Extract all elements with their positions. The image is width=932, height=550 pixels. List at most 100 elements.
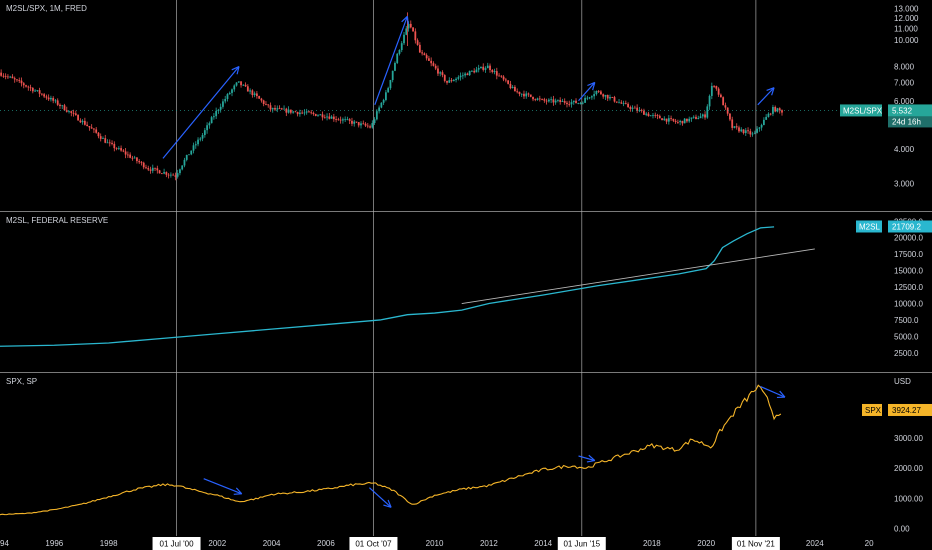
candle-body xyxy=(7,76,9,78)
m2sl-line xyxy=(0,226,775,347)
spx-pane-title: SPX, SP xyxy=(6,377,38,386)
y-tick-label: 10.000 xyxy=(894,36,919,45)
x-tick-label: 2010 xyxy=(426,539,444,548)
candle-body xyxy=(115,148,118,149)
candle-body xyxy=(486,65,489,69)
candle-body xyxy=(568,104,571,105)
candle-body xyxy=(231,89,233,93)
candle-body xyxy=(129,154,132,158)
candle-body xyxy=(208,123,211,126)
candle-body xyxy=(482,66,485,70)
marker-date-badge xyxy=(349,537,398,550)
candle-body xyxy=(303,112,306,114)
y-tick-label: 20000.0 xyxy=(894,234,923,243)
candle-body xyxy=(652,114,654,116)
candle-body xyxy=(190,150,193,155)
marker-date-label: 01 Jun '15 xyxy=(563,540,600,549)
candle-body xyxy=(138,161,141,163)
candle-body xyxy=(622,103,625,104)
x-tick-label: 2002 xyxy=(208,539,226,548)
candle-body xyxy=(156,168,159,171)
candle-body xyxy=(145,167,147,169)
candle-body xyxy=(179,169,181,174)
candle-body xyxy=(581,102,584,104)
candle-body xyxy=(11,76,14,79)
candle-body xyxy=(448,80,451,83)
candle-body xyxy=(219,106,222,110)
candle-body xyxy=(735,126,738,128)
candle-body xyxy=(532,96,534,100)
candle-body xyxy=(534,99,537,101)
candle-body xyxy=(222,101,224,107)
candle-body xyxy=(22,83,25,86)
y-tick-label: 1000.00 xyxy=(894,494,923,503)
candle-body xyxy=(0,72,3,76)
y-tick-label: 12.000 xyxy=(894,14,919,23)
candle-body xyxy=(126,154,129,156)
candle-body xyxy=(511,86,514,89)
candle-body xyxy=(740,129,743,132)
candle-body xyxy=(717,88,720,95)
candle-body xyxy=(88,126,91,128)
candle-body xyxy=(686,118,688,122)
candle-body xyxy=(520,93,523,95)
candle-body xyxy=(201,135,204,139)
candle-body xyxy=(210,117,213,124)
candle-body xyxy=(403,34,405,44)
candle-body xyxy=(380,102,383,108)
candle-body xyxy=(326,116,328,118)
candle-body xyxy=(183,159,186,166)
x-tick-label: 1994 xyxy=(0,539,9,548)
candle-body xyxy=(446,80,448,83)
candle-body xyxy=(418,44,421,53)
candle-body xyxy=(409,23,412,28)
candle-body xyxy=(346,119,349,121)
candle-body xyxy=(40,93,43,95)
candle-body xyxy=(747,130,749,132)
x-tick-label: 2012 xyxy=(480,539,498,548)
y-tick-label: 7500.0 xyxy=(894,316,919,325)
candle-body xyxy=(543,99,546,101)
arrow-head xyxy=(383,504,392,508)
candle-body xyxy=(731,119,734,128)
candle-body xyxy=(387,88,390,93)
x-tick-label: 2006 xyxy=(317,539,335,548)
ratio-value-text: 5.532 xyxy=(892,106,913,115)
candle-body xyxy=(604,94,607,97)
candle-body xyxy=(224,98,227,102)
candle-body xyxy=(215,110,218,117)
candle-body xyxy=(547,99,550,102)
candle-body xyxy=(36,90,39,91)
candle-body xyxy=(631,107,634,109)
candle-body xyxy=(586,97,589,99)
candle-body xyxy=(742,129,745,134)
candle-body xyxy=(228,92,231,95)
candle-body xyxy=(670,118,672,119)
candle-body xyxy=(441,72,444,76)
candle-body xyxy=(590,96,593,98)
candle-body xyxy=(504,79,507,81)
candle-body xyxy=(294,111,297,113)
candle-body xyxy=(360,123,362,126)
candle-body xyxy=(382,99,385,103)
candle-body xyxy=(226,94,229,99)
candle-body xyxy=(695,116,697,120)
ratio-pane-title: M2SL/SPX, 1M, FRED xyxy=(6,4,87,13)
candle-body xyxy=(557,99,559,101)
candle-body xyxy=(45,96,48,98)
candle-body xyxy=(688,118,691,122)
candle-body xyxy=(414,31,417,41)
m2sl-label-text: M2SL xyxy=(859,222,880,231)
candle-body xyxy=(776,108,779,112)
y-tick-label: 4.000 xyxy=(894,145,915,154)
candle-body xyxy=(192,145,195,151)
candle-body xyxy=(217,109,220,111)
candle-body xyxy=(353,121,356,124)
candle-body xyxy=(378,107,381,112)
y-tick-label: 10000.0 xyxy=(894,300,923,309)
candle-body xyxy=(4,75,7,77)
trend-arrow xyxy=(760,385,786,398)
y-tick-label: 2500.0 xyxy=(894,349,919,358)
candle-body xyxy=(289,109,292,113)
